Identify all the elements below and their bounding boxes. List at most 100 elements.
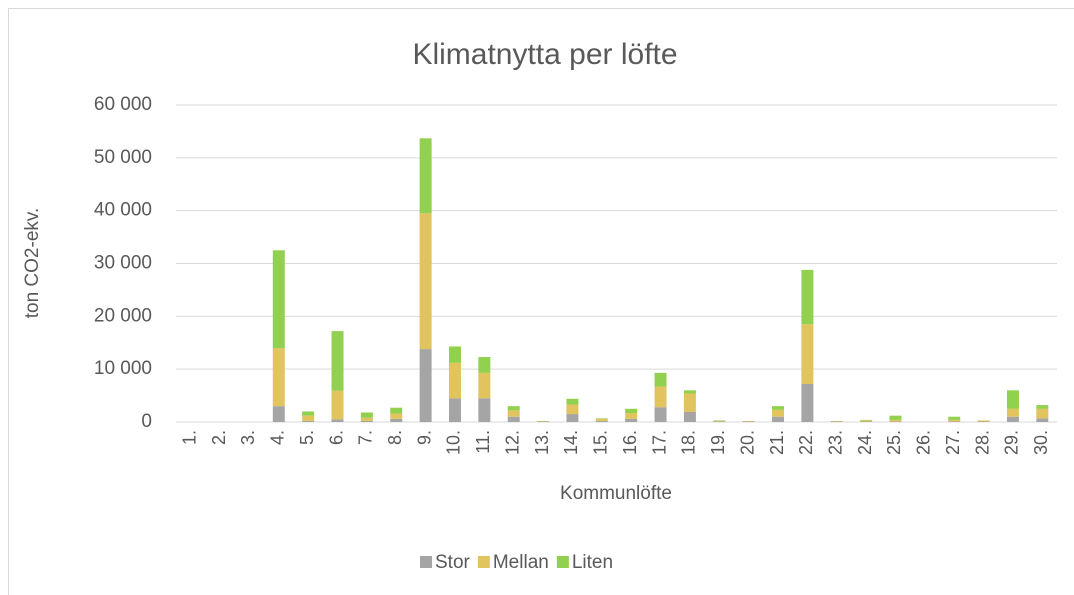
bar-segment: [1006, 390, 1019, 409]
bar-segment: [272, 348, 285, 407]
legend-swatch: [556, 556, 569, 568]
bar-segment: [390, 407, 403, 414]
bar-segment: [448, 398, 461, 422]
x-tick-label: 21.: [767, 430, 787, 455]
x-tick-label: 26.: [914, 430, 934, 455]
bar-segment: [683, 411, 696, 422]
y-tick-label: 0: [141, 411, 152, 432]
bar-segment: [860, 421, 873, 422]
y-tick-label: 40 000: [94, 200, 152, 221]
x-tick-label: 11.: [473, 430, 493, 454]
bar-segment: [272, 406, 285, 422]
bar-segment: [830, 420, 843, 422]
bar-segment: [360, 417, 373, 421]
x-tick-label: 2.: [209, 430, 229, 445]
bar-segment: [478, 398, 491, 422]
x-tick-label: 14.: [561, 430, 581, 455]
x-tick-label: 3.: [238, 430, 258, 445]
bar-segment: [683, 393, 696, 412]
bar-segment: [654, 372, 667, 387]
chart-border: [8, 8, 1074, 595]
bar-segment: [272, 250, 285, 349]
y-tick-label: 50 000: [94, 147, 152, 168]
x-tick-label: 13.: [532, 430, 552, 455]
bar-segment: [801, 324, 814, 384]
bar-segment: [742, 420, 755, 422]
bar-segment: [566, 398, 579, 405]
bar-segment: [742, 421, 755, 422]
x-tick-label: 29.: [1002, 430, 1022, 455]
y-axis-title: ton CO2-ekv.: [22, 208, 43, 319]
bar-segment: [625, 418, 638, 422]
x-tick-label: 15.: [591, 430, 611, 455]
x-tick-label: 23.: [826, 430, 846, 455]
bar-segment: [801, 383, 814, 422]
bar-segment: [595, 418, 608, 419]
x-tick-label: 6.: [326, 430, 346, 445]
bar-segment: [537, 421, 550, 422]
x-tick-label: 10.: [444, 430, 464, 455]
bar-segment: [977, 421, 990, 422]
bar-segment: [507, 416, 520, 422]
bar-segment: [331, 331, 344, 391]
bar-segment: [860, 419, 873, 421]
bar-segment: [1036, 418, 1049, 422]
bar-segment: [360, 412, 373, 418]
y-tick-label: 60 000: [94, 94, 152, 115]
bar-segment: [595, 420, 608, 422]
x-tick-label: 1.: [179, 430, 199, 445]
x-tick-label: 28.: [972, 430, 992, 455]
bar-segment: [537, 420, 550, 422]
bar-segment: [801, 269, 814, 325]
bar-segment: [302, 420, 315, 422]
bar-segment: [860, 420, 873, 422]
x-axis-title: Kommunlöfte: [560, 483, 672, 504]
bar-segment: [1006, 416, 1019, 422]
bar-segment: [713, 420, 726, 421]
legend-label: Mellan: [493, 552, 549, 573]
bar-segment: [1006, 408, 1019, 417]
x-tick-label: 30.: [1031, 430, 1051, 455]
chart-title: Klimatnytta per löfte: [412, 38, 677, 71]
bar-segment: [1036, 405, 1049, 409]
x-tick-label: 5.: [297, 430, 317, 445]
x-tick-label: 7.: [356, 430, 376, 445]
bar-segment: [566, 404, 579, 415]
bar-segment: [977, 420, 990, 422]
bar-segment: [390, 418, 403, 422]
bar-segment: [478, 357, 491, 373]
bar-segment: [302, 415, 315, 421]
y-tick-label: 10 000: [94, 358, 152, 379]
x-tick-label: 24.: [855, 430, 875, 455]
x-tick-label: 18.: [679, 430, 699, 455]
bar-segment: [478, 372, 491, 399]
x-tick-label: 9.: [414, 430, 434, 445]
bar-segment: [830, 421, 843, 422]
x-tick-label: 8.: [385, 430, 405, 445]
x-tick-label: 16.: [620, 430, 640, 455]
bar-segment: [948, 421, 961, 422]
bar-segment: [654, 407, 667, 422]
bar-segment: [948, 419, 961, 422]
bar-segment: [419, 138, 432, 214]
bar-segment: [772, 416, 785, 422]
bar-segment: [889, 419, 902, 422]
bar-segment: [889, 421, 902, 422]
legend-label: Stor: [435, 552, 471, 573]
x-tick-label: 12.: [502, 430, 522, 455]
bar-segment: [772, 409, 785, 417]
bar-segment: [390, 413, 403, 419]
bar-segment: [1036, 408, 1049, 419]
bar-segment: [772, 406, 785, 410]
y-tick-label: 20 000: [94, 305, 152, 326]
bar-segment: [713, 420, 726, 422]
bar-segment: [507, 410, 520, 417]
x-tick-label: 17.: [649, 430, 669, 455]
x-tick-label: 20.: [737, 430, 757, 455]
x-tick-label: 22.: [796, 430, 816, 455]
bar-segment: [331, 419, 344, 422]
bar-segment: [419, 349, 432, 422]
bar-segment: [595, 418, 608, 421]
bar-segment: [331, 390, 344, 420]
bar-segment: [625, 413, 638, 419]
